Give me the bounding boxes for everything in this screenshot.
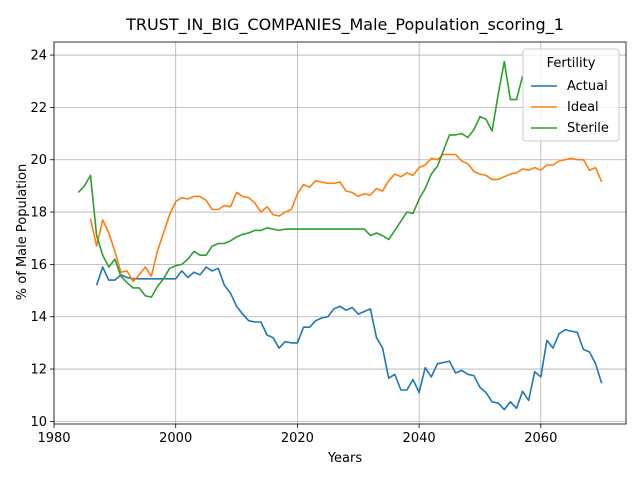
series-line-ideal xyxy=(89,153,603,283)
y-tick-label: 14 xyxy=(30,310,47,325)
series-line-actual xyxy=(95,266,603,411)
x-tick-label: 2000 xyxy=(159,431,192,446)
grid xyxy=(53,42,626,424)
y-tick-label: 24 xyxy=(30,49,47,64)
y-tick-label: 10 xyxy=(30,415,47,430)
x-tick-label: 2020 xyxy=(281,431,314,446)
x-tick-label: 1980 xyxy=(37,431,70,446)
legend-label-sterile: Sterile xyxy=(567,121,609,136)
y-axis-label: % of Male Population xyxy=(15,164,30,300)
plot-frame xyxy=(53,41,627,425)
chart-title: TRUST_IN_BIG_COMPANIES_Male_Population_s… xyxy=(125,15,564,35)
x-axis-label: Years xyxy=(327,451,363,466)
x-tick-label: 2040 xyxy=(403,431,436,446)
y-tick-label: 22 xyxy=(30,101,47,116)
legend: Fertility Actual Ideal Sterile xyxy=(522,48,620,142)
y-tick-label: 16 xyxy=(30,258,47,273)
x-tick-label: 2060 xyxy=(524,431,557,446)
y-axis: 10 12 14 16 18 20 22 24 xyxy=(30,49,54,430)
y-tick-label: 20 xyxy=(30,153,47,168)
x-axis: 1980 2000 2020 2040 2060 xyxy=(37,424,557,446)
y-tick-label: 18 xyxy=(30,206,47,221)
series-line-sterile xyxy=(77,60,524,298)
legend-label-ideal: Ideal xyxy=(567,100,599,115)
legend-label-actual: Actual xyxy=(567,79,608,94)
series-group xyxy=(77,60,603,411)
legend-title: Fertility xyxy=(547,56,596,71)
legend-box xyxy=(522,48,620,142)
y-tick-label: 12 xyxy=(30,363,47,378)
